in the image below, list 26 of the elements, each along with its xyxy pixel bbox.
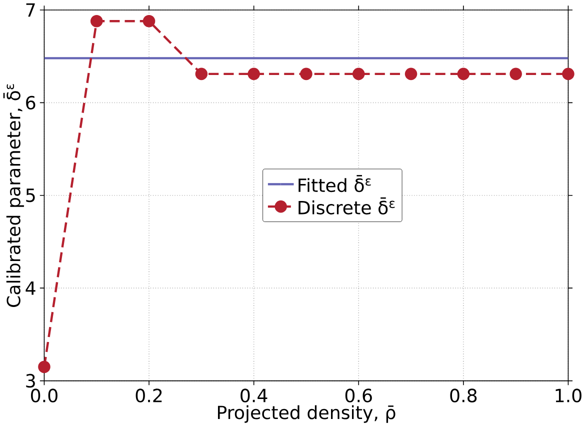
- y-tick-label: 5: [26, 188, 35, 202]
- point: [352, 68, 365, 80]
- point: [248, 68, 260, 80]
- x-tick-label: 0.2: [136, 388, 162, 402]
- x-tick-label: 0.4: [240, 388, 268, 402]
- x-axis-title: Projected density, ρ̄: [218, 405, 396, 423]
- point: [457, 68, 470, 80]
- point: [195, 68, 208, 80]
- legend-label: Fitted δ̄$^{ε}$: [298, 174, 371, 192]
- y-tick-label: 6: [26, 96, 36, 110]
- x-tick-label: 1.0: [556, 388, 582, 402]
- legend-label: Discrete δ̄$^{ε}$: [298, 197, 395, 214]
- y-axis-title: Calibrated parameter, δ̄$^{ε}$: [3, 84, 24, 307]
- point: [300, 68, 312, 80]
- y-tick-label: 4: [26, 281, 36, 295]
- point: [90, 14, 103, 28]
- point: [510, 68, 522, 80]
- point: [38, 360, 50, 373]
- point: [404, 68, 418, 80]
- point: [562, 68, 574, 80]
- x-tick-label: 0.8: [450, 388, 477, 402]
- y-tick-label: 3: [26, 374, 35, 388]
- x-tick-label: 0.6: [345, 388, 372, 402]
- point: [142, 14, 156, 28]
- y-tick-label: 7: [26, 3, 35, 16]
- x-tick-label: 0.0: [31, 388, 58, 402]
